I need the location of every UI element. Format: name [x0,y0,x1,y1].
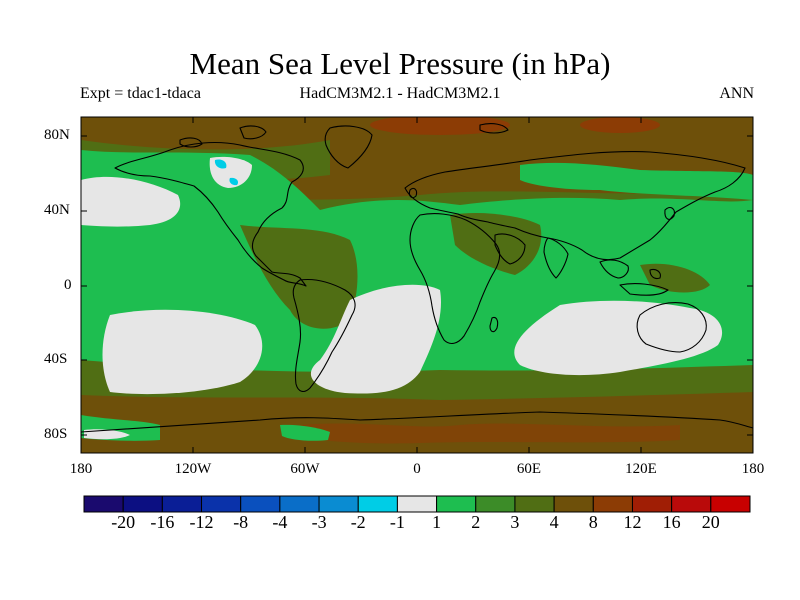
lon-label: 120W [174,461,212,477]
lat-label: 40N [44,202,70,218]
lat-label: 80N [44,127,70,143]
lon-label: 0 [413,461,421,477]
field-darkred [370,117,510,135]
colorbar-tick-label: 2 [471,512,481,532]
field-white [81,176,181,227]
lon-label: 60W [290,461,320,477]
colorbar-swatch [396,495,438,513]
colorbar-tick-label: 20 [701,512,720,532]
field-white [102,309,263,395]
colorbar-swatch [671,495,712,513]
field-darkred [300,423,680,444]
lat-label: 40S [44,351,68,367]
field-green [520,162,753,200]
lon-label: 120E [625,461,657,477]
colorbar-swatch [83,495,124,513]
field-white [514,300,723,376]
map-title: Mean Sea Level Pressure (in hPa) [189,46,611,81]
colorbar-swatch [592,495,633,513]
colorbar-swatch [710,495,751,513]
field-white [84,429,130,440]
lon-label: 180 [69,461,93,477]
colorbar-tick-label: 1 [432,512,442,532]
colorbar-tick-label: 3 [510,512,520,532]
colorbar-tick-label: 12 [623,512,642,532]
colorbar-tick-label: -12 [189,512,214,532]
colorbar-tick-label: -2 [350,512,366,532]
field-cyan [229,177,239,186]
field-cyan [214,159,227,169]
colorbar-tick-label: 16 [662,512,681,532]
season-label: ANN [719,85,754,102]
colorbar-swatch [553,495,594,513]
colorbar-swatch [201,495,242,513]
colorbar-tick-label: -16 [150,512,175,532]
colorbar-tick-label: -4 [272,512,288,532]
field-green [280,424,330,441]
lat-label: 80S [44,426,68,442]
field-white [310,284,441,394]
colorbar-tick-label: -1 [389,512,405,532]
colorbar-tick-label: 4 [549,512,559,532]
colorbar-tick-label: 8 [588,512,598,532]
colorbar-tick-label: -3 [311,512,327,532]
lon-label: 180 [741,461,765,477]
colorbar-swatch [475,495,516,513]
colorbar-swatch [318,495,359,513]
colorbar-swatch [514,495,555,513]
colorbar-swatch [357,495,398,513]
colorbar-swatch [122,495,163,513]
colorbar-tick-label: -8 [233,512,249,532]
colorbar-swatch [436,495,477,513]
field-darkred [580,117,660,133]
colorbar-swatch [240,495,281,513]
lon-label: 60E [516,461,542,477]
lat-label: 0 [64,277,72,293]
colorbar-swatch [631,495,673,513]
coastlines [81,123,753,453]
colorbar-swatch [161,495,203,513]
map-ticks [81,117,753,453]
models-label: HadCM3M2.1 - HadCM3M2.1 [299,85,501,102]
experiment-label: Expt = tdac1-tdaca [80,85,201,102]
colorbar-swatch [279,495,320,513]
colorbar-tick-label: -20 [111,512,136,532]
